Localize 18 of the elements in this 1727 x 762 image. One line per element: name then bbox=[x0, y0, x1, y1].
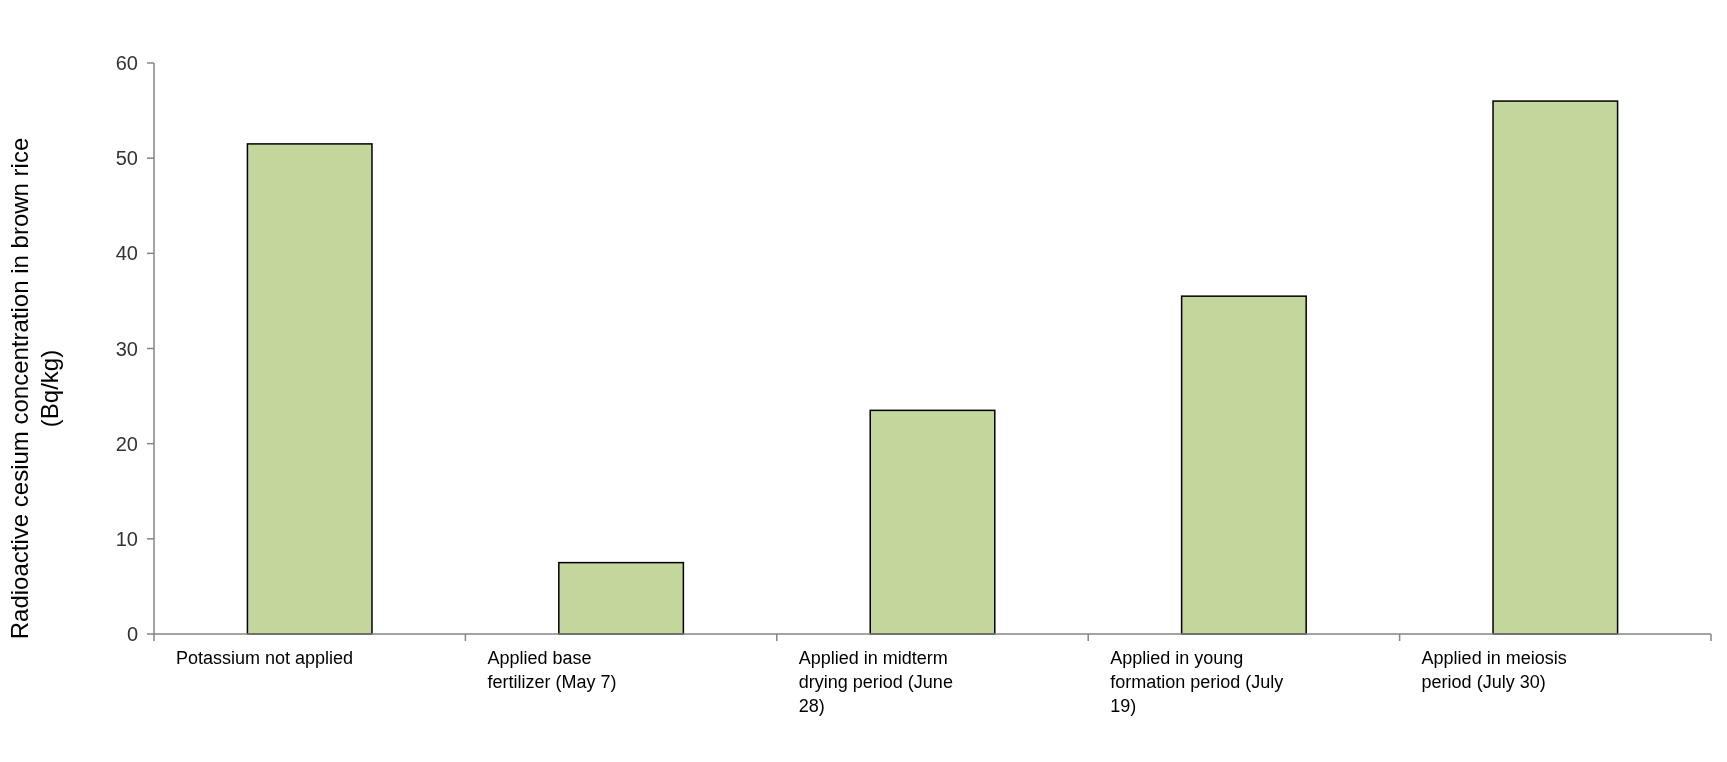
y-tick-label: 10 bbox=[115, 527, 138, 550]
y-tick-label: 60 bbox=[115, 52, 138, 74]
bar bbox=[869, 409, 996, 635]
y-tick-label: 0 bbox=[126, 623, 138, 645]
y-tick-label: 40 bbox=[115, 242, 138, 265]
x-tick-label: Applied in meiosis period (July 30) bbox=[1421, 648, 1567, 692]
bar bbox=[1492, 100, 1619, 635]
x-tick-label: Applied in young formation period (July 19) bbox=[1110, 648, 1284, 716]
y-tick-label: 30 bbox=[115, 337, 138, 360]
y-tick-label: 50 bbox=[115, 147, 138, 170]
bar bbox=[1180, 295, 1307, 635]
bar bbox=[558, 561, 685, 635]
x-tick-label: Applied base fertilizer (May 7) bbox=[487, 648, 617, 692]
y-axis-title: Radioactive cesium concentration in brown rice (Bq/kg) bbox=[6, 137, 63, 640]
y-tick-label: 20 bbox=[115, 432, 138, 455]
x-tick-label: Applied in midterm drying period (June 28) bbox=[798, 648, 953, 716]
bar bbox=[246, 143, 373, 635]
x-tick-label: Potassium not applied bbox=[176, 648, 354, 668]
